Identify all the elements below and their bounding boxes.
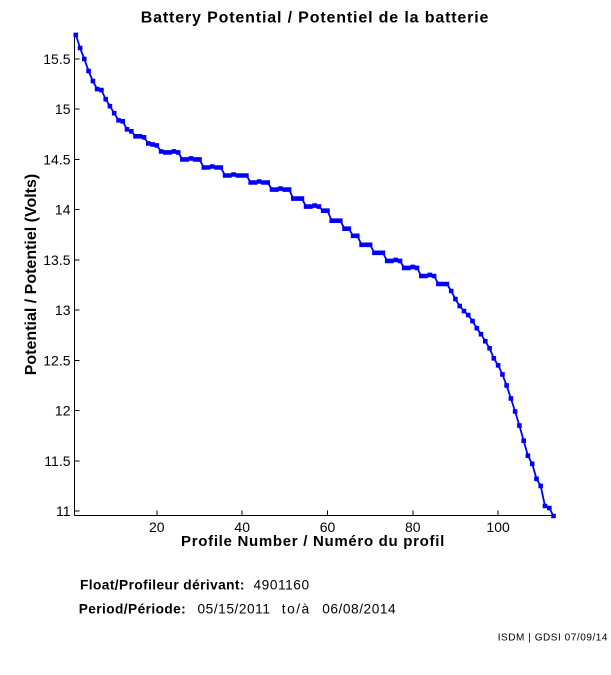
svg-text:Profile Number / Numéro du pro: Profile Number / Numéro du profil [181,533,445,550]
svg-text:60: 60 [320,519,336,535]
svg-text:to/à: to/à [282,601,311,616]
svg-text:100: 100 [486,519,510,535]
svg-text:11: 11 [56,503,71,519]
svg-text:Potential / Potentiel (Volts): Potential / Potentiel (Volts) [23,174,40,376]
svg-text:11.5: 11.5 [44,453,70,469]
svg-text:80: 80 [405,519,421,535]
svg-text:14.5: 14.5 [43,151,70,167]
svg-text:40: 40 [234,519,250,535]
svg-text:05/15/2011: 05/15/2011 [198,601,271,616]
svg-text:06/08/2014: 06/08/2014 [322,601,396,616]
svg-text:12.5: 12.5 [43,352,70,368]
svg-text:20: 20 [149,519,165,535]
svg-text:15.5: 15.5 [43,51,70,67]
svg-text:4901160: 4901160 [254,578,310,593]
svg-text:Period/Période:: Period/Période: [79,601,186,616]
svg-text:ISDM | GDSI 07/09/14: ISDM | GDSI 07/09/14 [498,632,608,643]
svg-text:12: 12 [55,403,71,419]
svg-text:15: 15 [55,101,71,117]
svg-text:13: 13 [55,302,71,318]
svg-text:13.5: 13.5 [43,252,70,268]
svg-text:14: 14 [55,202,71,218]
svg-text:Float/Profileur dérivant:: Float/Profileur dérivant: [80,578,245,593]
svg-text:Battery Potential / Potentiel: Battery Potential / Potentiel de la batt… [141,9,490,26]
